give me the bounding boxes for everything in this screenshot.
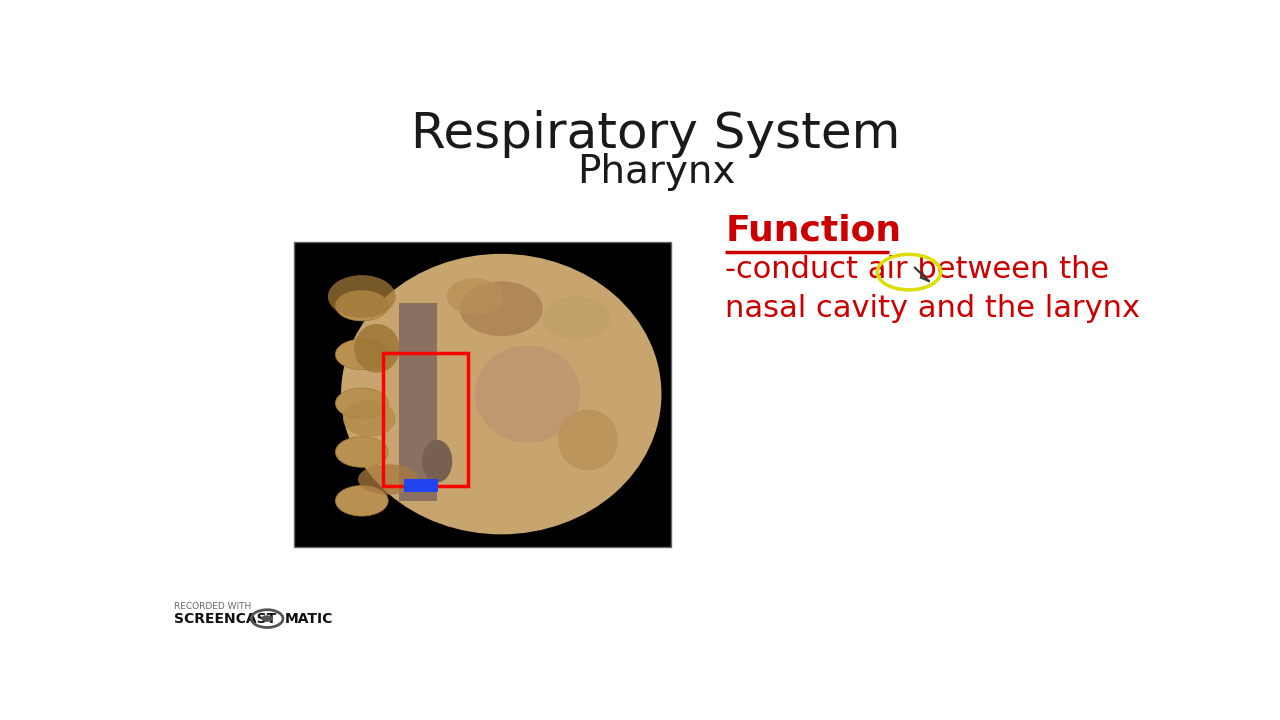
Text: RECORDED WITH: RECORDED WITH bbox=[174, 602, 251, 611]
Ellipse shape bbox=[335, 290, 388, 321]
Ellipse shape bbox=[447, 278, 503, 315]
Text: Pharynx: Pharynx bbox=[577, 153, 735, 192]
Ellipse shape bbox=[558, 410, 618, 470]
Bar bbox=[404, 480, 438, 492]
Bar bbox=[294, 242, 671, 546]
Ellipse shape bbox=[475, 346, 580, 443]
Ellipse shape bbox=[335, 485, 388, 516]
Ellipse shape bbox=[335, 388, 388, 418]
Text: nasal cavity and the larynx: nasal cavity and the larynx bbox=[726, 294, 1140, 323]
Ellipse shape bbox=[543, 297, 611, 339]
Ellipse shape bbox=[460, 282, 543, 336]
Text: -conduct air between the: -conduct air between the bbox=[726, 255, 1110, 284]
Bar bbox=[399, 302, 438, 501]
Bar bbox=[294, 242, 671, 546]
Ellipse shape bbox=[340, 254, 662, 534]
Ellipse shape bbox=[358, 464, 419, 495]
Text: MATIC: MATIC bbox=[285, 611, 333, 626]
Ellipse shape bbox=[328, 275, 396, 318]
Ellipse shape bbox=[335, 437, 388, 467]
Text: Respiratory System: Respiratory System bbox=[411, 109, 901, 158]
Ellipse shape bbox=[343, 400, 396, 437]
Text: SCREENCAST: SCREENCAST bbox=[174, 611, 276, 626]
Text: Function: Function bbox=[726, 214, 901, 248]
Ellipse shape bbox=[422, 440, 452, 482]
Ellipse shape bbox=[355, 324, 399, 373]
Ellipse shape bbox=[335, 339, 388, 369]
Bar bbox=[383, 353, 467, 485]
Circle shape bbox=[261, 616, 273, 622]
